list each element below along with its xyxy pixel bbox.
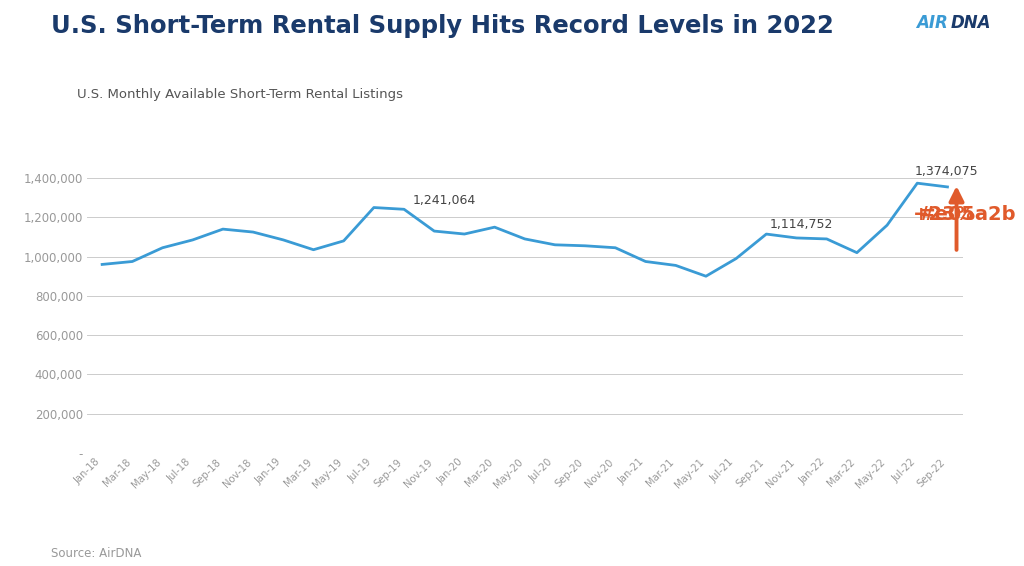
Text: Source: AirDNA: Source: AirDNA: [51, 547, 141, 560]
Text: +23%: +23%: [912, 205, 976, 224]
Text: DNA: DNA: [950, 14, 991, 32]
Text: AIR: AIR: [916, 14, 948, 32]
Text: 1,374,075: 1,374,075: [914, 165, 978, 178]
Text: U.S. Short-Term Rental Supply Hits Record Levels in 2022: U.S. Short-Term Rental Supply Hits Recor…: [51, 14, 835, 38]
Text: U.S. Monthly Available Short-Term Rental Listings: U.S. Monthly Available Short-Term Rental…: [77, 88, 402, 101]
Text: 1,114,752: 1,114,752: [769, 218, 833, 231]
Text: 1,241,064: 1,241,064: [413, 194, 476, 207]
Text: #e05a2b: #e05a2b: [919, 205, 1016, 224]
